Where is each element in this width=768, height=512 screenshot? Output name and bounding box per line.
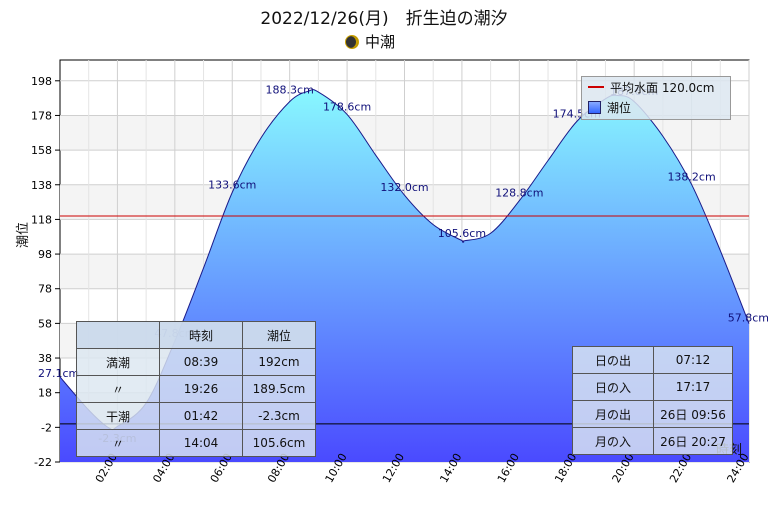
table-cell: 17:17 [653,373,733,401]
table-cell: 干潮 [76,402,160,430]
legend-mean-label: 平均水面 120.0cm [610,80,715,95]
table-cell: 日の出 [572,346,654,374]
y-tick-label: 18 [38,387,52,400]
moon-phase-label: 中潮 [365,33,396,51]
y-tick-label: 158 [31,144,52,157]
y-tick-label: 58 [38,317,52,330]
data-label: 178.6cm [323,100,371,113]
table-row: 〃 19:26 189.5cm [76,375,316,403]
table-header-row: 時刻 潮位 [76,321,316,349]
table-cell: 〃 [76,429,160,457]
data-label: 138.2cm [667,170,715,183]
table-cell: 14:04 [159,429,243,457]
table-row: 月の入 26日 20:27 [572,427,733,455]
y-tick-label: 78 [38,283,52,296]
y-tick-label: 138 [31,179,52,192]
table-cell: 〃 [76,375,160,403]
table-cell: 01:42 [159,402,243,430]
data-label: 132.0cm [380,181,428,194]
moon-phase-icon [345,34,359,49]
y-tick-label: -2 [41,421,52,434]
table-cell: 月の出 [572,400,654,428]
y-tick-label: -22 [34,456,52,469]
table-row: 日の入 17:17 [572,373,733,401]
table-row: 月の出 26日 09:56 [572,400,733,428]
y-tick-label: 198 [31,75,52,88]
data-label: 57.8cm [728,312,768,325]
legend-tide-label: 潮位 [607,100,632,115]
table-row: 干潮 01:42 -2.3cm [76,402,316,430]
legend: 平均水面 120.0cm 潮位 [581,76,731,120]
moon-phase: 中潮 [345,31,395,52]
table-header: 潮位 [242,321,316,349]
table-cell: 19:26 [159,375,243,403]
high-low-table: 時刻 潮位 満潮 08:39 192cm 〃 19:26 189.5cm 干潮 … [76,321,316,457]
table-cell: 月の入 [572,427,654,455]
y-tick-label: 118 [31,213,52,226]
y-tick-label: 178 [31,109,52,122]
table-cell: 日の入 [572,373,654,401]
table-cell: 26日 20:27 [653,427,733,455]
table-cell: 08:39 [159,348,243,376]
table-header [76,321,160,349]
table-cell: 192cm [242,348,316,376]
table-row: 〃 14:04 105.6cm [76,429,316,457]
legend-item-mean: 平均水面 120.0cm [582,77,730,97]
table-cell: 07:12 [653,346,733,374]
y-tick-label: 98 [38,248,52,261]
table-cell: 満潮 [76,348,160,376]
data-label: 128.8cm [495,187,543,200]
table-cell: 26日 09:56 [653,400,733,428]
y-tick-label: 38 [38,352,52,365]
table-header: 時刻 [159,321,243,349]
table-row: 満潮 08:39 192cm [76,348,316,376]
mean-line-swatch [588,86,604,88]
table-cell: 189.5cm [242,375,316,403]
y-axis-label: 潮位 [16,221,31,248]
table-cell: 105.6cm [242,429,316,457]
table-cell: -2.3cm [242,402,316,430]
sun-moon-table: 日の出 07:12 日の入 17:17 月の出 26日 09:56 月の入 26… [572,346,733,455]
page-title: 2022/12/26(月) 折生迫の潮汐 [260,9,508,29]
legend-item-tide: 潮位 [582,97,730,117]
data-label: 188.3cm [266,84,314,97]
data-label: 105.6cm [438,227,486,240]
data-label: 27.1cm [38,367,79,380]
tide-swatch [588,100,601,114]
table-row: 日の出 07:12 [572,346,733,374]
data-label: 133.6cm [208,178,256,191]
